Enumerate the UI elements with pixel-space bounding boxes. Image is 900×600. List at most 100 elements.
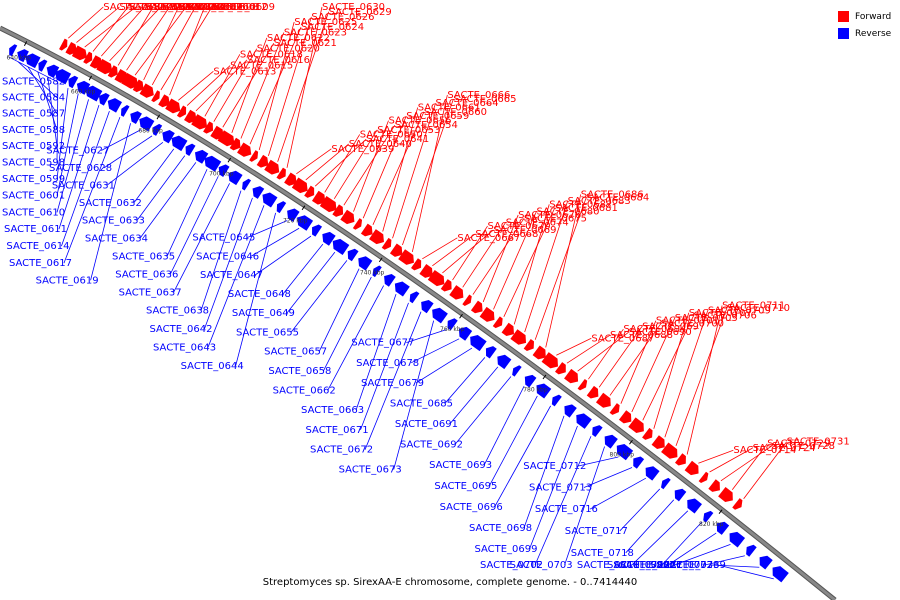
gene-label[interactable]: SACTE_0582 [2,77,65,88]
gene-label[interactable]: SACTE_0593 [136,2,199,13]
gene-label[interactable]: SACTE_0614 [6,241,69,252]
gene-label[interactable]: SACTE_0684 [586,193,649,204]
gene-label[interactable]: SACTE_0612 [205,2,268,13]
gene-label[interactable]: SACTE_0706 [694,310,757,321]
gene-label[interactable]: SACTE_0717 [565,526,628,537]
gene-label[interactable]: SACTE_0656 [388,116,451,127]
gene-label[interactable]: SACTE_0672 [310,445,373,456]
gene-label[interactable]: SACTE_0649 [232,308,295,319]
gene-label[interactable]: SACTE_0669 [493,225,556,236]
gene-label[interactable]: SACTE_0707 [689,308,752,319]
gene-label[interactable]: SACTE_0646 [196,251,259,262]
gene-label[interactable]: SACTE_0628 [49,163,112,174]
gene-label[interactable]: SACTE_0638 [146,306,209,317]
gene-label[interactable]: SACTE_0703 [510,560,573,571]
gene-label[interactable]: SACTE_0659 [406,111,469,122]
gene-label[interactable]: SACTE_0731 [787,437,850,448]
gene-label[interactable]: SACTE_0623 [284,27,347,38]
gene-label[interactable]: SACTE_0587 [2,109,65,120]
gene-label[interactable]: SACTE_0739 [663,560,726,571]
gene-label[interactable]: SACTE_0615 [230,61,293,72]
gene-label[interactable]: SACTE_0697 [642,321,705,332]
gene-label[interactable]: SACTE_0647 [200,270,263,281]
gene-label[interactable]: SACTE_0724 [753,443,816,454]
gene-label[interactable]: SACTE_0626 [311,12,374,23]
gene-label[interactable]: SACTE_0688 [610,330,673,341]
gene-label[interactable]: SACTE_0700 [661,318,724,329]
gene-label[interactable]: SACTE_0674 [506,217,569,228]
gene-label[interactable]: SACTE_0727 [619,560,682,571]
gene-label[interactable]: SACTE_0599 [2,174,65,185]
gene-label[interactable]: SACTE_0617 [9,258,72,269]
gene-label[interactable]: SACTE_0613 [213,66,276,77]
gene-label[interactable]: SACTE_0643 [153,342,216,353]
gene-label[interactable]: SACTE_0634 [85,233,148,244]
gene-label[interactable]: SACTE_0705 [675,313,738,324]
gene-label[interactable]: SACTE_0600 [144,2,207,13]
gene-label[interactable]: SACTE_0718 [571,548,634,559]
gene-label[interactable]: SACTE_0640 [349,139,412,150]
gene-label[interactable]: SACTE_0618 [240,49,303,60]
gene-label[interactable]: SACTE_0608 [195,2,258,13]
gene-label[interactable]: SACTE_0692 [400,439,463,450]
gene-label[interactable]: SACTE_0661 [418,102,481,113]
gene-label[interactable]: SACTE_0695 [434,481,497,492]
gene-label[interactable]: SACTE_0668 [475,229,538,240]
gene-label[interactable]: SACTE_0710 [727,303,790,314]
gene-label[interactable]: SACTE_0591 [119,2,182,13]
gene-label[interactable]: SACTE_0694 [623,324,686,335]
gene-label[interactable]: SACTE_0607 [179,2,242,13]
gene-label[interactable]: SACTE_0678 [356,358,419,369]
gene-label[interactable]: SACTE_0601 [2,191,65,202]
gene-label[interactable]: SACTE_0664 [436,98,499,109]
gene-label[interactable]: SACTE_0621 [274,38,337,49]
gene-label[interactable]: SACTE_0736 [656,560,719,571]
gene-label[interactable]: SACTE_0686 [581,189,644,200]
gene-label[interactable]: SACTE_0639 [331,144,394,155]
gene-label[interactable]: SACTE_0610 [2,207,65,218]
gene-label[interactable]: SACTE_0696 [440,502,503,513]
gene-label[interactable]: SACTE_0667 [457,233,520,244]
gene-label[interactable]: SACTE_0681 [555,203,618,214]
gene-label[interactable]: SACTE_0644 [181,361,244,372]
gene-label[interactable]: SACTE_0663 [301,405,364,416]
gene-label[interactable]: SACTE_0630 [322,2,385,13]
gene-label[interactable]: SACTE_0720 [607,560,670,571]
gene-label[interactable]: SACTE_0698 [469,523,532,534]
gene-label[interactable]: SACTE_0655 [236,327,299,338]
gene-label[interactable]: SACTE_0675 [524,214,587,225]
gene-label[interactable]: SACTE_0699 [474,544,537,555]
gene-label[interactable]: SACTE_0685 [390,398,453,409]
gene-label[interactable]: SACTE_0592 [2,141,65,152]
gene-label[interactable]: SACTE_0666 [447,90,510,101]
gene-label[interactable]: SACTE_0648 [228,289,291,300]
gene-label[interactable]: SACTE_0611 [4,224,67,235]
gene-label[interactable]: SACTE_0676 [518,210,581,221]
gene-label[interactable]: SACTE_0677 [351,338,414,349]
gene-label[interactable]: SACTE_0657 [264,347,327,358]
gene-label[interactable]: SACTE_0719 [577,560,640,571]
gene-label[interactable]: SACTE_0679 [361,378,424,389]
gene-label[interactable]: SACTE_0627 [46,146,109,157]
gene-label[interactable]: SACTE_0598 [2,158,65,169]
gene-label[interactable]: SACTE_0712 [523,461,586,472]
gene-label[interactable]: SACTE_0728 [772,441,835,452]
gene-label[interactable]: SACTE_0709 [708,305,771,316]
gene-label[interactable]: SACTE_0702 [480,560,543,571]
gene-label[interactable]: SACTE_0625 [294,17,357,28]
gene-label[interactable]: SACTE_0604 [153,2,216,13]
gene-label[interactable]: SACTE_0713 [529,483,592,494]
gene-label[interactable]: SACTE_0633 [82,216,145,227]
gene-label[interactable]: SACTE_0629 [329,7,392,18]
gene-label[interactable]: SACTE_0716 [535,504,598,515]
gene-label[interactable]: SACTE_0654 [395,120,458,131]
gene-label[interactable]: SACTE_0606 [186,2,249,13]
gene-label[interactable]: SACTE_0632 [79,198,142,209]
gene-label[interactable]: SACTE_0714 [733,445,796,456]
gene-label[interactable]: SACTE_0690 [629,327,692,338]
gene-label[interactable]: SACTE_0665 [453,94,516,105]
gene-label[interactable]: SACTE_0584 [2,93,65,104]
gene-label[interactable]: SACTE_0653 [377,125,440,136]
gene-label[interactable]: SACTE_0637 [119,287,182,298]
gene-label[interactable]: SACTE_0662 [273,386,336,397]
